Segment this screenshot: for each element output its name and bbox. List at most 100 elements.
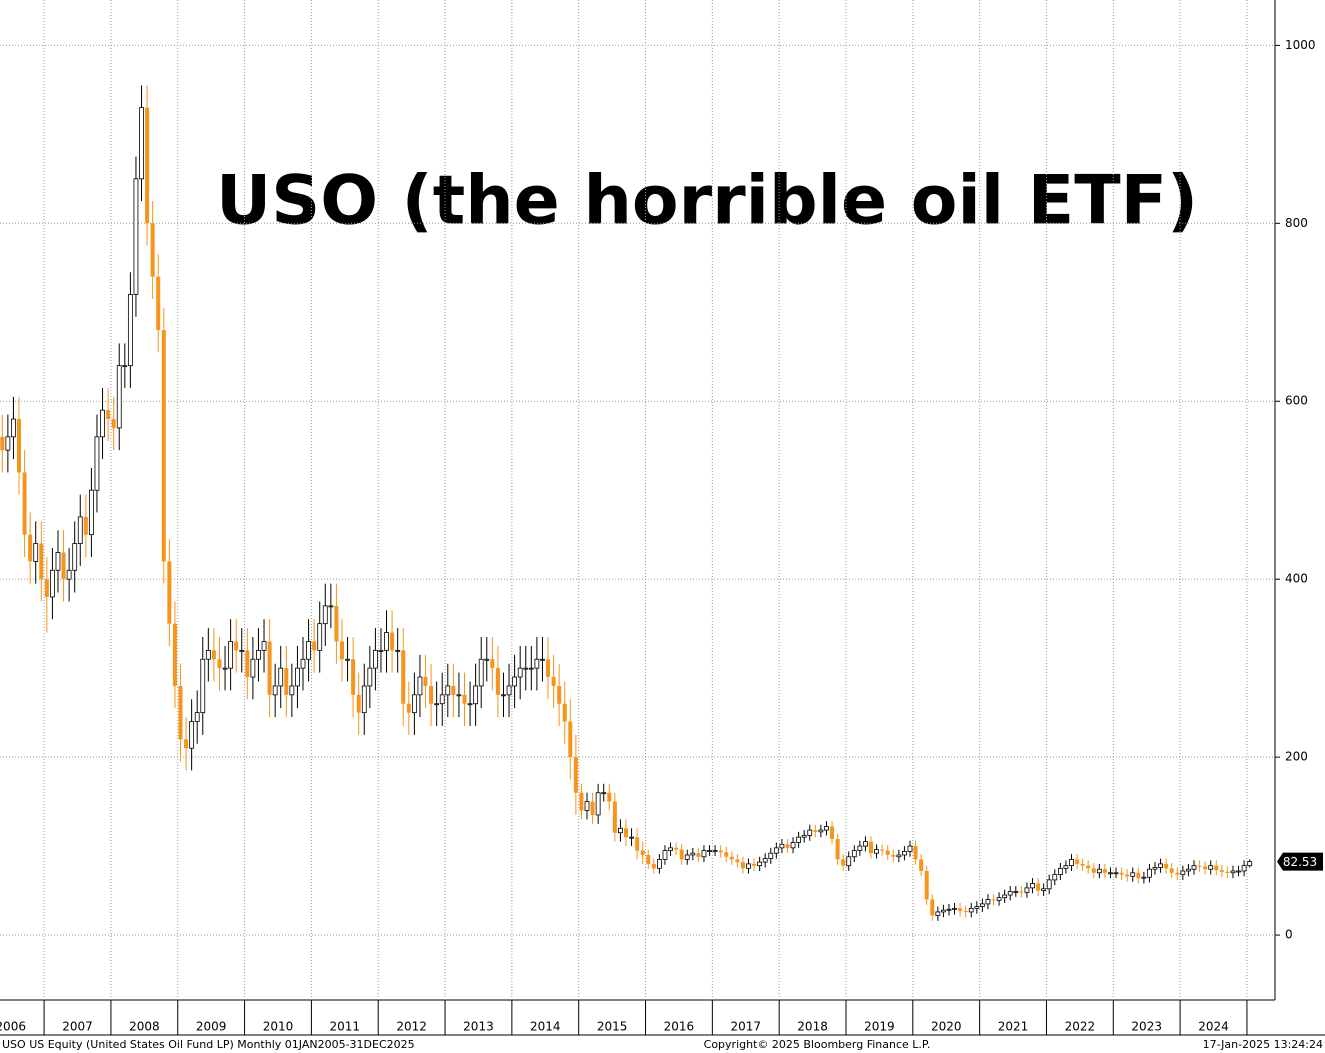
candle-body <box>390 632 395 651</box>
candle-body <box>83 516 88 535</box>
candle-body <box>824 826 829 831</box>
candle-body <box>796 836 802 843</box>
candle-body <box>1158 863 1163 868</box>
x-tick-label: 2013 <box>463 1020 494 1034</box>
candle-body <box>411 694 417 714</box>
candle-body <box>66 569 72 580</box>
candle-body <box>851 850 857 858</box>
candle-body <box>33 543 39 562</box>
y-tick-label: 800 <box>1285 216 1308 230</box>
candle-body <box>139 107 144 180</box>
candle-body <box>306 641 311 660</box>
candle-body <box>1225 871 1230 873</box>
candle-body <box>451 685 456 695</box>
candle-body <box>595 792 601 816</box>
candle-body <box>696 853 701 857</box>
candle-body <box>5 436 11 451</box>
candle-body <box>367 667 373 687</box>
candle-body <box>735 859 740 863</box>
candle-body <box>122 365 128 368</box>
candle-body <box>1175 872 1180 875</box>
candle-body <box>512 676 518 687</box>
footer-center: Copyright© 2025 Bloomberg Finance L.P. <box>704 1038 931 1051</box>
candle-body <box>184 739 189 749</box>
candle-body <box>646 854 651 864</box>
candle-body <box>217 659 222 669</box>
candle-body <box>1230 870 1236 874</box>
candle-body <box>205 649 211 660</box>
candle-body <box>339 641 344 660</box>
candle-body <box>1063 865 1069 869</box>
candle-body <box>55 552 61 571</box>
x-tick-label: 2016 <box>664 1020 695 1034</box>
candle-body <box>1169 868 1174 873</box>
candle-body <box>161 330 166 562</box>
last-price-tag <box>1277 852 1323 871</box>
candle-body <box>328 605 334 608</box>
candle-body <box>384 632 389 651</box>
candle-body <box>495 668 500 695</box>
candle-body <box>334 605 339 642</box>
candle-body <box>830 826 835 839</box>
candle-body <box>1197 865 1202 867</box>
candle-body <box>50 569 55 598</box>
candle-body <box>1136 872 1141 879</box>
candle-body <box>100 409 105 438</box>
candle-body <box>17 419 22 473</box>
candle-body <box>1141 876 1147 879</box>
candle-body <box>312 641 317 651</box>
candle-body <box>406 703 411 713</box>
candle-body <box>996 897 1002 901</box>
candle-body <box>1147 868 1152 878</box>
candle-body <box>478 658 484 687</box>
candle-body <box>618 827 623 834</box>
x-tick-label: 2017 <box>730 1020 761 1034</box>
candle-body <box>757 861 763 867</box>
x-tick-label: 2018 <box>797 1020 828 1034</box>
candle-body <box>361 685 367 714</box>
candle-body <box>378 649 384 652</box>
candle-body <box>462 694 467 704</box>
candle-body <box>857 845 863 851</box>
candle-body <box>1057 867 1063 875</box>
candle-body <box>1002 894 1008 899</box>
candle-body <box>1241 865 1247 872</box>
candle-body <box>690 852 696 856</box>
candle-body <box>651 863 656 869</box>
candle-body <box>863 841 868 847</box>
candle-body <box>991 899 996 901</box>
candle-body <box>256 649 261 660</box>
candle-body <box>1075 859 1080 864</box>
candle-body <box>189 721 195 749</box>
x-tick-label: 2014 <box>530 1020 561 1034</box>
candle-body <box>762 858 768 863</box>
candle-body <box>557 685 562 704</box>
candle-body <box>373 649 378 669</box>
candle-body <box>701 850 707 858</box>
candle-body <box>528 667 534 670</box>
candle-body <box>746 863 751 869</box>
candle-body <box>322 605 328 625</box>
candle-body <box>724 852 729 857</box>
candle-body <box>1152 867 1158 870</box>
candle-body <box>1013 891 1019 893</box>
candle-body <box>534 658 540 669</box>
candle-body <box>356 694 361 713</box>
candle-body <box>935 911 941 916</box>
x-tick-label: 2021 <box>998 1020 1029 1034</box>
candle-body <box>968 907 974 913</box>
candle-body <box>635 837 640 851</box>
candle-body <box>880 849 885 851</box>
candle-body <box>712 850 718 852</box>
candle-body <box>1203 866 1208 870</box>
candle-body <box>228 641 234 669</box>
candle-body <box>1236 870 1241 873</box>
candle-body <box>1096 868 1102 874</box>
y-tick-label: 0 <box>1285 928 1293 942</box>
candle-body <box>1108 872 1113 875</box>
x-tick-label: 2012 <box>396 1020 427 1034</box>
candle-body <box>835 838 840 860</box>
candle-body <box>1036 883 1041 891</box>
candle-body <box>773 847 779 854</box>
candle-body <box>573 757 578 793</box>
